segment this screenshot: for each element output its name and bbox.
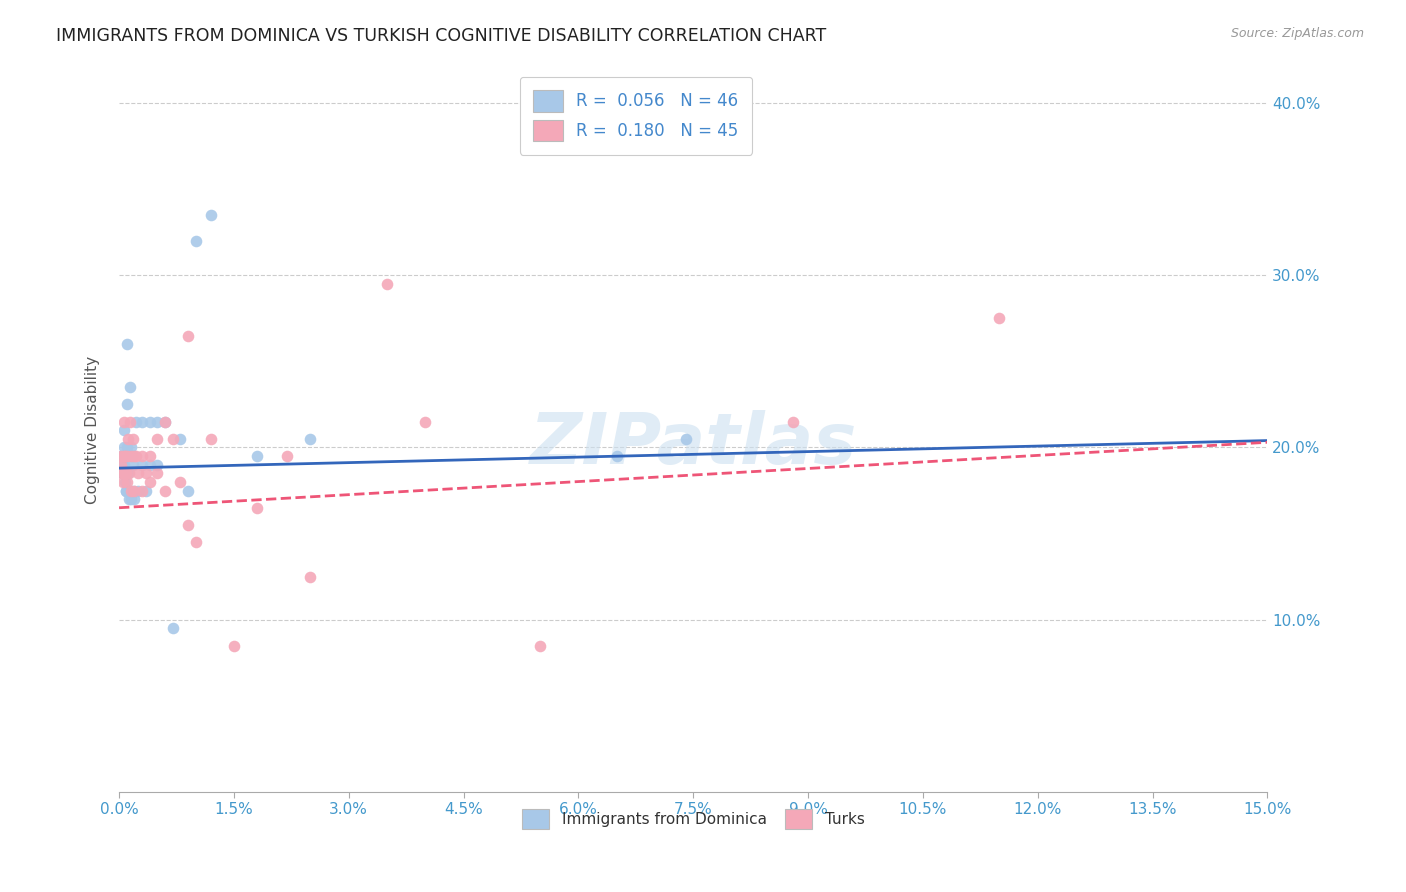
Point <box>112 415 135 429</box>
Point <box>114 475 136 489</box>
Point <box>138 475 160 489</box>
Point <box>112 423 135 437</box>
Point <box>988 311 1011 326</box>
Point <box>177 518 200 533</box>
Point <box>276 449 298 463</box>
Text: Source: ZipAtlas.com: Source: ZipAtlas.com <box>1230 27 1364 40</box>
Point <box>110 449 132 463</box>
Point <box>138 458 160 472</box>
Point <box>118 415 141 429</box>
Point <box>115 467 138 481</box>
Point <box>153 483 176 498</box>
Point <box>222 639 245 653</box>
Point <box>135 467 157 481</box>
Point <box>127 467 149 481</box>
Point <box>184 234 207 248</box>
Point <box>675 432 697 446</box>
Point <box>120 483 142 498</box>
Point <box>118 380 141 394</box>
Point <box>153 415 176 429</box>
Point <box>111 475 134 489</box>
Point <box>162 621 184 635</box>
Point <box>120 441 142 455</box>
Point <box>124 492 146 507</box>
Point <box>111 467 134 481</box>
Point <box>114 467 136 481</box>
Point <box>177 328 200 343</box>
Point <box>111 467 134 481</box>
Point <box>200 208 222 222</box>
Point <box>125 449 148 463</box>
Point <box>529 639 551 653</box>
Point <box>782 415 804 429</box>
Point <box>299 569 322 583</box>
Point <box>110 458 132 472</box>
Point <box>115 337 138 351</box>
Point <box>110 449 132 463</box>
Point <box>138 415 160 429</box>
Point <box>115 483 138 498</box>
Point <box>413 415 436 429</box>
Point <box>120 492 142 507</box>
Point <box>117 467 139 481</box>
Point <box>125 415 148 429</box>
Point <box>200 432 222 446</box>
Point <box>117 441 139 455</box>
Point <box>246 500 269 515</box>
Point <box>162 432 184 446</box>
Legend: Immigrants from Dominica, Turks: Immigrants from Dominica, Turks <box>516 803 870 835</box>
Point <box>112 449 135 463</box>
Point <box>146 415 169 429</box>
Point <box>117 483 139 498</box>
Point <box>246 449 269 463</box>
Point <box>131 415 153 429</box>
Point <box>131 449 153 463</box>
Point <box>112 449 135 463</box>
Point <box>124 483 146 498</box>
Point <box>153 415 176 429</box>
Point <box>131 483 153 498</box>
Point <box>110 458 132 472</box>
Point <box>135 483 157 498</box>
Point <box>169 432 191 446</box>
Point <box>112 441 135 455</box>
Point <box>117 475 139 489</box>
Point <box>131 458 153 472</box>
Point <box>606 449 628 463</box>
Point <box>177 483 200 498</box>
Point <box>115 397 138 411</box>
Point <box>299 432 322 446</box>
Text: IMMIGRANTS FROM DOMINICA VS TURKISH COGNITIVE DISABILITY CORRELATION CHART: IMMIGRANTS FROM DOMINICA VS TURKISH COGN… <box>56 27 827 45</box>
Text: ZIPatlas: ZIPatlas <box>530 410 856 479</box>
Point <box>112 467 135 481</box>
Point <box>118 492 141 507</box>
Point <box>115 483 138 498</box>
Point <box>138 449 160 463</box>
Point <box>115 449 138 463</box>
Point <box>127 483 149 498</box>
Point <box>114 449 136 463</box>
Point <box>111 467 134 481</box>
Point <box>121 458 143 472</box>
Point <box>184 535 207 549</box>
Point <box>111 458 134 472</box>
Point <box>375 277 398 291</box>
Point <box>121 432 143 446</box>
Point <box>121 449 143 463</box>
Point <box>124 483 146 498</box>
Point <box>169 475 191 489</box>
Point <box>117 432 139 446</box>
Point <box>120 483 142 498</box>
Point <box>118 467 141 481</box>
Point <box>146 458 169 472</box>
Point <box>124 449 146 463</box>
Y-axis label: Cognitive Disability: Cognitive Disability <box>86 356 100 504</box>
Point <box>146 432 169 446</box>
Point <box>146 467 169 481</box>
Point <box>120 449 142 463</box>
Point <box>112 458 135 472</box>
